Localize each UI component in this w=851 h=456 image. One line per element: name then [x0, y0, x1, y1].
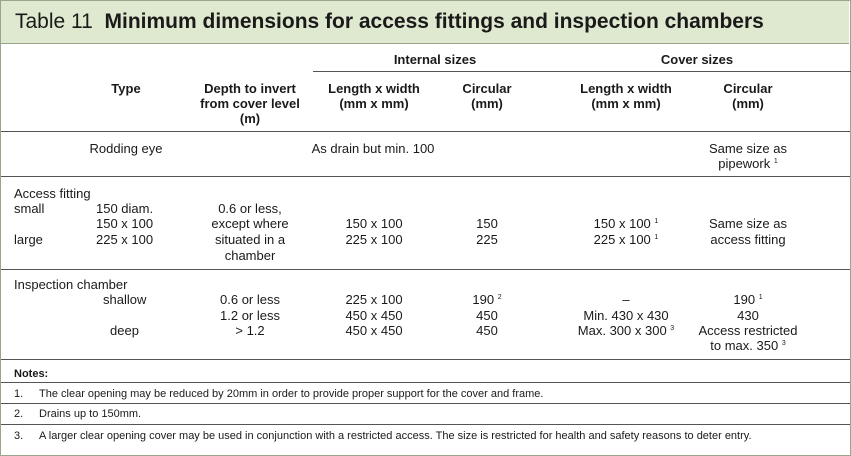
- header-depth-3: (m): [239, 111, 261, 126]
- header-cov-circ-2: (mm): [732, 96, 764, 111]
- access-depth-1: 0.6 or less,: [218, 201, 282, 216]
- header-cov-circ-1: Circular: [723, 81, 773, 96]
- header-type: Type: [111, 81, 141, 96]
- inspection-cov-lw-2: Min. 430 x 430: [583, 308, 669, 323]
- inspection-int-lw-2: 450 x 450: [345, 308, 403, 323]
- notes-divider: [1, 403, 850, 404]
- inspection-cov-circ-4: to max. 350 3: [710, 338, 786, 353]
- row-divider: [1, 269, 850, 270]
- header-cov-lw-1: Length x width: [580, 81, 672, 96]
- access-large-rect: 225 x 100: [96, 232, 154, 247]
- inspection-int-lw-1: 225 x 100: [345, 292, 403, 307]
- note-1-number: 1.: [14, 388, 24, 400]
- inspection-cov-circ-2: 430: [737, 308, 759, 323]
- access-large-label: large: [14, 232, 43, 247]
- table-number: Table 11: [15, 10, 93, 33]
- note-2-number: 2.: [14, 408, 24, 420]
- header-divider: [1, 131, 850, 132]
- access-int-lw-large: 225 x 100: [345, 232, 403, 247]
- table-bottom-divider: [1, 359, 850, 360]
- table-title: Table 11 Minimum dimensions for access f…: [15, 10, 764, 34]
- inspection-int-lw-3: 450 x 450: [345, 323, 403, 338]
- header-int-circ-1: Circular: [462, 81, 512, 96]
- group-divider: [313, 71, 851, 72]
- footnote-ref: 1: [654, 234, 659, 241]
- rodding-eye-cover-1: Same size as: [708, 141, 788, 156]
- header-depth-1: Depth to invert: [204, 81, 296, 96]
- access-cov-lw-large: 225 x 100 1: [593, 232, 659, 247]
- rodding-eye-cover-2: pipework 1: [718, 156, 778, 171]
- group-cover-sizes: Cover sizes: [660, 52, 734, 67]
- footnote-ref: 1: [773, 158, 778, 165]
- notes-divider: [1, 382, 850, 383]
- inspection-int-circ-3: 450: [476, 323, 498, 338]
- footnote-ref: 1: [654, 218, 659, 225]
- inspection-deep: deep: [110, 323, 139, 338]
- access-int-circ-small: 150: [476, 216, 498, 231]
- header-cov-lw-2: (mm x mm): [591, 96, 661, 111]
- header-int-lw-1: Length x width: [328, 81, 420, 96]
- inspection-depth-1: 0.6 or less: [220, 292, 280, 307]
- inspection-int-circ-2: 450: [476, 308, 498, 323]
- rodding-eye-internal: As drain but min. 100: [311, 141, 435, 156]
- access-depth-4: chamber: [224, 248, 276, 263]
- table-title-text: Minimum dimensions for access fittings a…: [104, 10, 764, 33]
- inspection-depth-3: > 1.2: [235, 323, 265, 338]
- access-fitting-heading: Access fitting: [14, 186, 91, 201]
- access-depth-3: situated in a: [214, 232, 286, 247]
- inspection-cov-circ-1: 190 1: [733, 292, 763, 307]
- header-int-circ-2: (mm): [471, 96, 503, 111]
- access-small-diam: 150 diam.: [96, 201, 154, 216]
- inspection-cov-lw-1: –: [622, 292, 630, 307]
- notes-divider: [1, 424, 850, 425]
- table-title-bar: Table 11 Minimum dimensions for access f…: [1, 1, 849, 44]
- access-small-label: small: [14, 201, 45, 216]
- header-int-lw-2: (mm x mm): [339, 96, 409, 111]
- inspection-int-circ-1: 190 2: [472, 292, 502, 307]
- footnote-ref: 3: [670, 325, 675, 332]
- note-1-text: The clear opening may be reduced by 20mm…: [39, 388, 544, 400]
- access-int-lw-small: 150 x 100: [345, 216, 403, 231]
- notes-heading: Notes:: [14, 368, 49, 380]
- inspection-heading: Inspection chamber: [14, 277, 128, 292]
- access-small-rect: 150 x 100: [96, 216, 154, 231]
- inspection-shallow: shallow: [103, 292, 147, 307]
- inspection-cov-lw-3: Max. 300 x 300 3: [577, 323, 675, 338]
- footnote-ref: 1: [758, 294, 763, 301]
- header-depth-2: from cover level: [200, 96, 300, 111]
- note-3-number: 3.: [14, 430, 24, 442]
- note-2-text: Drains up to 150mm.: [39, 408, 142, 420]
- access-cov-circ-2: access fitting: [710, 232, 786, 247]
- note-3-text: A larger clear opening cover may be used…: [39, 430, 752, 442]
- access-cov-lw-small: 150 x 100 1: [593, 216, 659, 231]
- access-cov-circ-1: Same size as: [708, 216, 788, 231]
- group-internal-sizes: Internal sizes: [393, 52, 477, 67]
- inspection-depth-2: 1.2 or less: [220, 308, 280, 323]
- access-depth-2: except where: [211, 216, 289, 231]
- inspection-cov-circ-3: Access restricted: [698, 323, 798, 338]
- rodding-eye-type: Rodding eye: [89, 141, 163, 156]
- row-divider: [1, 176, 850, 177]
- access-int-circ-large: 225: [476, 232, 498, 247]
- footnote-ref: 3: [781, 340, 786, 347]
- footnote-ref: 2: [497, 294, 502, 301]
